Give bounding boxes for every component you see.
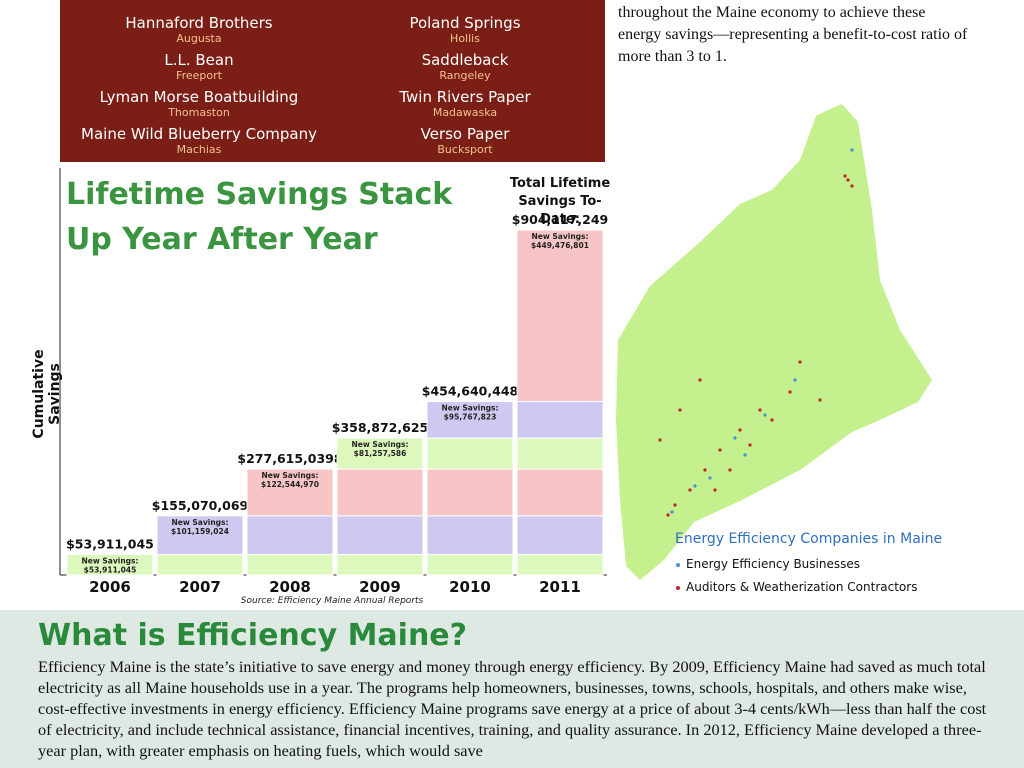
- bar-segment: [516, 515, 604, 555]
- section-heading: What is Efficiency Maine?: [38, 618, 468, 653]
- company-name: Lyman Morse Boatbuilding: [99, 88, 299, 106]
- company-name: Verso Paper: [420, 125, 510, 143]
- source: Source: Efficiency Maine Annual Reports: [240, 596, 424, 606]
- bar-segment: [516, 553, 604, 576]
- bar-segment: [336, 553, 424, 576]
- company: Saddleback Rangeley: [330, 51, 600, 83]
- section: What is Efficiency Maine? Efficiency Mai…: [0, 610, 1024, 768]
- bar-segment: [66, 553, 154, 576]
- annotation: Total Lifetime Savings To-Date:: [509, 176, 611, 227]
- bar-segment: [336, 437, 424, 470]
- bar-segment: [426, 468, 514, 517]
- bar-segment: [156, 553, 244, 576]
- x-tick-label: 2009: [359, 578, 401, 596]
- map-title: Energy Efficiency Companies in Maine: [675, 531, 943, 547]
- x-tick-label: 2007: [179, 578, 221, 596]
- legend-entry: Auditors & Weatherization Contractors: [676, 580, 917, 594]
- new-savings-caption: New Savings:: [262, 471, 319, 480]
- bar-segment: [516, 437, 604, 470]
- legend-dot: [676, 585, 680, 590]
- total-label: $155,070,069: [152, 498, 248, 513]
- new-savings-caption: New Savings:: [532, 232, 589, 241]
- chart-title: Lifetime Savings Stack Up Year After Yea…: [66, 177, 453, 257]
- map-shape: [616, 104, 932, 580]
- section-body: Efficiency Maine is the state’s initiati…: [38, 657, 987, 760]
- total-label: $454,640,448: [422, 384, 518, 399]
- company-town: Bucksport: [437, 143, 493, 156]
- legend-entry: Energy Efficiency Businesses: [676, 557, 860, 571]
- company: Hannaford Brothers Augusta: [64, 14, 334, 46]
- company: L.L. Bean Freeport: [64, 51, 334, 83]
- x-tick-label: 2006: [89, 578, 131, 596]
- company-town: Freeport: [176, 69, 222, 82]
- new-savings-caption: New Savings:: [352, 440, 409, 449]
- bar-segment: [426, 401, 514, 439]
- legend-label: Energy Efficiency Businesses: [686, 557, 860, 571]
- company-town: Thomaston: [168, 106, 230, 119]
- company-town: Augusta: [176, 32, 222, 45]
- maine-map: [616, 104, 932, 580]
- company-town: Belgrade: [64, 0, 334, 1]
- total-label: $358,872,625: [332, 420, 428, 435]
- intro-text: throughout the Maine economy to achieve …: [618, 4, 968, 65]
- legend-dot: [676, 562, 680, 567]
- x-tick-label: 2011: [539, 578, 581, 596]
- company: Maine Wild Blueberry Company Machias: [64, 125, 334, 157]
- bar-segment: [426, 515, 514, 555]
- company: Dover-Foxcroft: [330, 0, 600, 1]
- new-savings-label: $101,159,024: [171, 527, 229, 536]
- company-name: Hannaford Brothers: [125, 14, 273, 32]
- y-axis-label: Cumulative Savings: [31, 349, 63, 439]
- company: Twin Rivers Paper Madawaska: [330, 88, 600, 120]
- bar-segment: [246, 515, 334, 555]
- bar-segment: [246, 468, 334, 517]
- company-town: Hollis: [450, 32, 480, 45]
- new-savings-label: $53,911,045: [84, 565, 137, 574]
- company: Poland Springs Hollis: [330, 14, 600, 46]
- legend-label: Auditors & Weatherization Contractors: [686, 580, 918, 594]
- map-dots-red: [658, 174, 854, 517]
- bar-segment: [156, 515, 244, 555]
- new-savings-caption: New Savings:: [82, 556, 139, 565]
- bar-segment: [516, 401, 604, 439]
- x-tick-label: 2008: [269, 578, 311, 596]
- company-town: Madawaska: [432, 106, 498, 119]
- x-tick-label: 2010: [449, 578, 491, 596]
- chart: New Savings:$53,911,045$53,911,0452006Ne…: [59, 104, 932, 596]
- total-label: $904,117,249: [512, 212, 608, 227]
- company: Belgrade: [64, 0, 334, 1]
- company-town: Dover-Foxcroft: [330, 0, 600, 1]
- company: Lyman Morse Boatbuilding Thomaston: [64, 88, 334, 120]
- total-label: $277,615,0398: [237, 451, 342, 466]
- bar-segment: [426, 553, 514, 576]
- total-label: $53,911,045: [66, 536, 154, 551]
- new-savings-label: $81,257,586: [354, 449, 407, 458]
- company-town: Machias: [176, 143, 222, 156]
- bar-segment: [426, 437, 514, 470]
- company-name: Maine Wild Blueberry Company: [81, 125, 317, 143]
- map-dots-blue: [670, 148, 854, 514]
- bar-segment: [246, 553, 334, 576]
- company-town: Rangeley: [439, 69, 491, 82]
- bar-segment: [516, 468, 604, 517]
- company-name: Poland Springs: [409, 14, 521, 32]
- new-savings-label: $449,476,801: [531, 241, 589, 250]
- bar-segment: [336, 468, 424, 517]
- bar-segment: [516, 229, 604, 403]
- new-savings-label: $95,767,823: [444, 413, 497, 422]
- new-savings-label: $122,544,970: [261, 480, 319, 489]
- company: Verso Paper Bucksport: [330, 125, 600, 157]
- company-name: Twin Rivers Paper: [399, 88, 531, 106]
- bar-segment: [336, 515, 424, 555]
- new-savings-caption: New Savings:: [442, 404, 499, 413]
- company-name: L.L. Bean: [164, 51, 234, 69]
- company-name: Saddleback: [421, 51, 509, 69]
- new-savings-caption: New Savings:: [172, 518, 229, 527]
